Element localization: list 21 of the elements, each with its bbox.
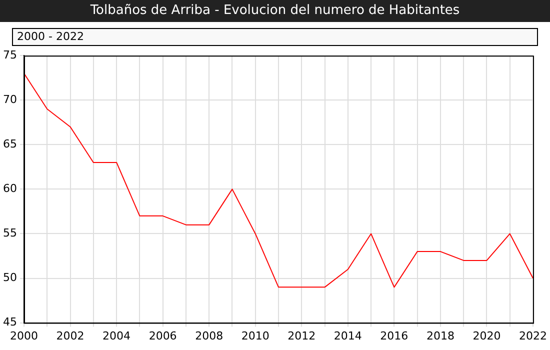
x-tick-label: 2006 (148, 329, 177, 342)
x-tick-label: 2016 (380, 329, 408, 342)
x-tick-label: 2014 (334, 329, 362, 342)
x-tick-label: 2012 (288, 329, 316, 342)
y-tick-label: 70 (2, 92, 17, 106)
y-tick-label: 65 (2, 138, 17, 151)
chart-title: Tolbaños de Arriba - Evolucion del numero de Habitantes (0, 0, 550, 22)
text: 2000 - 2022 (17, 30, 84, 43)
x-tick-label: 2000 (10, 329, 38, 342)
y-tick-label: 75 (2, 48, 17, 62)
x-tick-label: 2018 (426, 329, 454, 342)
y-tick-label: 45 (2, 316, 17, 329)
y-tick-label: 55 (2, 226, 17, 240)
x-tick-label: 2010 (241, 329, 270, 342)
x-tick-label: 2008 (195, 329, 224, 342)
x-tick-label: 2004 (102, 329, 131, 342)
x-tick-label: 2022 (519, 329, 548, 342)
y-tick-label: 60 (2, 182, 17, 196)
x-tick-label: 2020 (472, 329, 501, 342)
y-tick-label: 50 (2, 271, 17, 284)
x-tick-label: 2002 (56, 329, 84, 342)
